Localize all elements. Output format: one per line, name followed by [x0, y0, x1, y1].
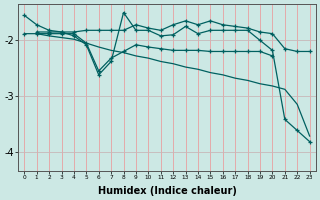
- X-axis label: Humidex (Indice chaleur): Humidex (Indice chaleur): [98, 186, 236, 196]
